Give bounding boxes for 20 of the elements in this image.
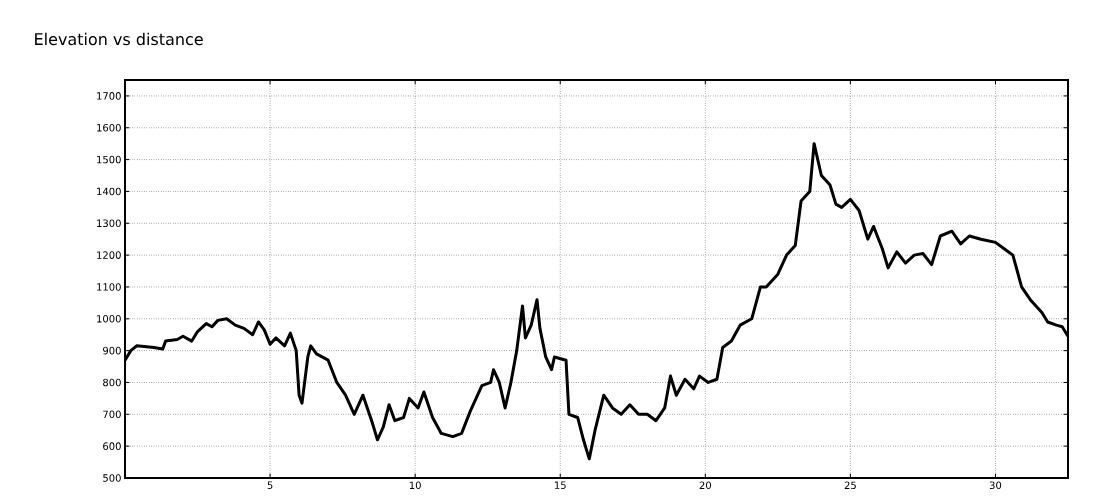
y-tick-label: 500 [103, 474, 121, 482]
y-tick-label: 1300 [97, 219, 121, 228]
x-tick-label: 20 [699, 481, 712, 490]
chart-title: Elevation vs distance [35, 32, 203, 46]
y-tick-label: 1500 [97, 155, 121, 164]
y-tick-label: 1600 [97, 123, 121, 132]
x-tick-label: 15 [554, 481, 566, 489]
x-tick-label: 10 [409, 481, 421, 490]
x-tick-label: 30 [989, 481, 1002, 490]
y-tick-label: 1200 [97, 251, 121, 259]
x-tick-label: 5 [267, 481, 273, 489]
y-tick-label: 700 [103, 410, 121, 419]
y-tick-label: 900 [103, 346, 121, 355]
y-tick-label: 1700 [97, 92, 121, 100]
y-tick-label: 800 [103, 378, 121, 387]
y-tick-label: 600 [103, 442, 121, 450]
x-tick-label: 25 [844, 481, 856, 490]
y-tick-label: 1400 [97, 187, 121, 196]
y-tick-label: 1000 [97, 314, 121, 323]
y-tick-label: 1100 [97, 283, 121, 291]
